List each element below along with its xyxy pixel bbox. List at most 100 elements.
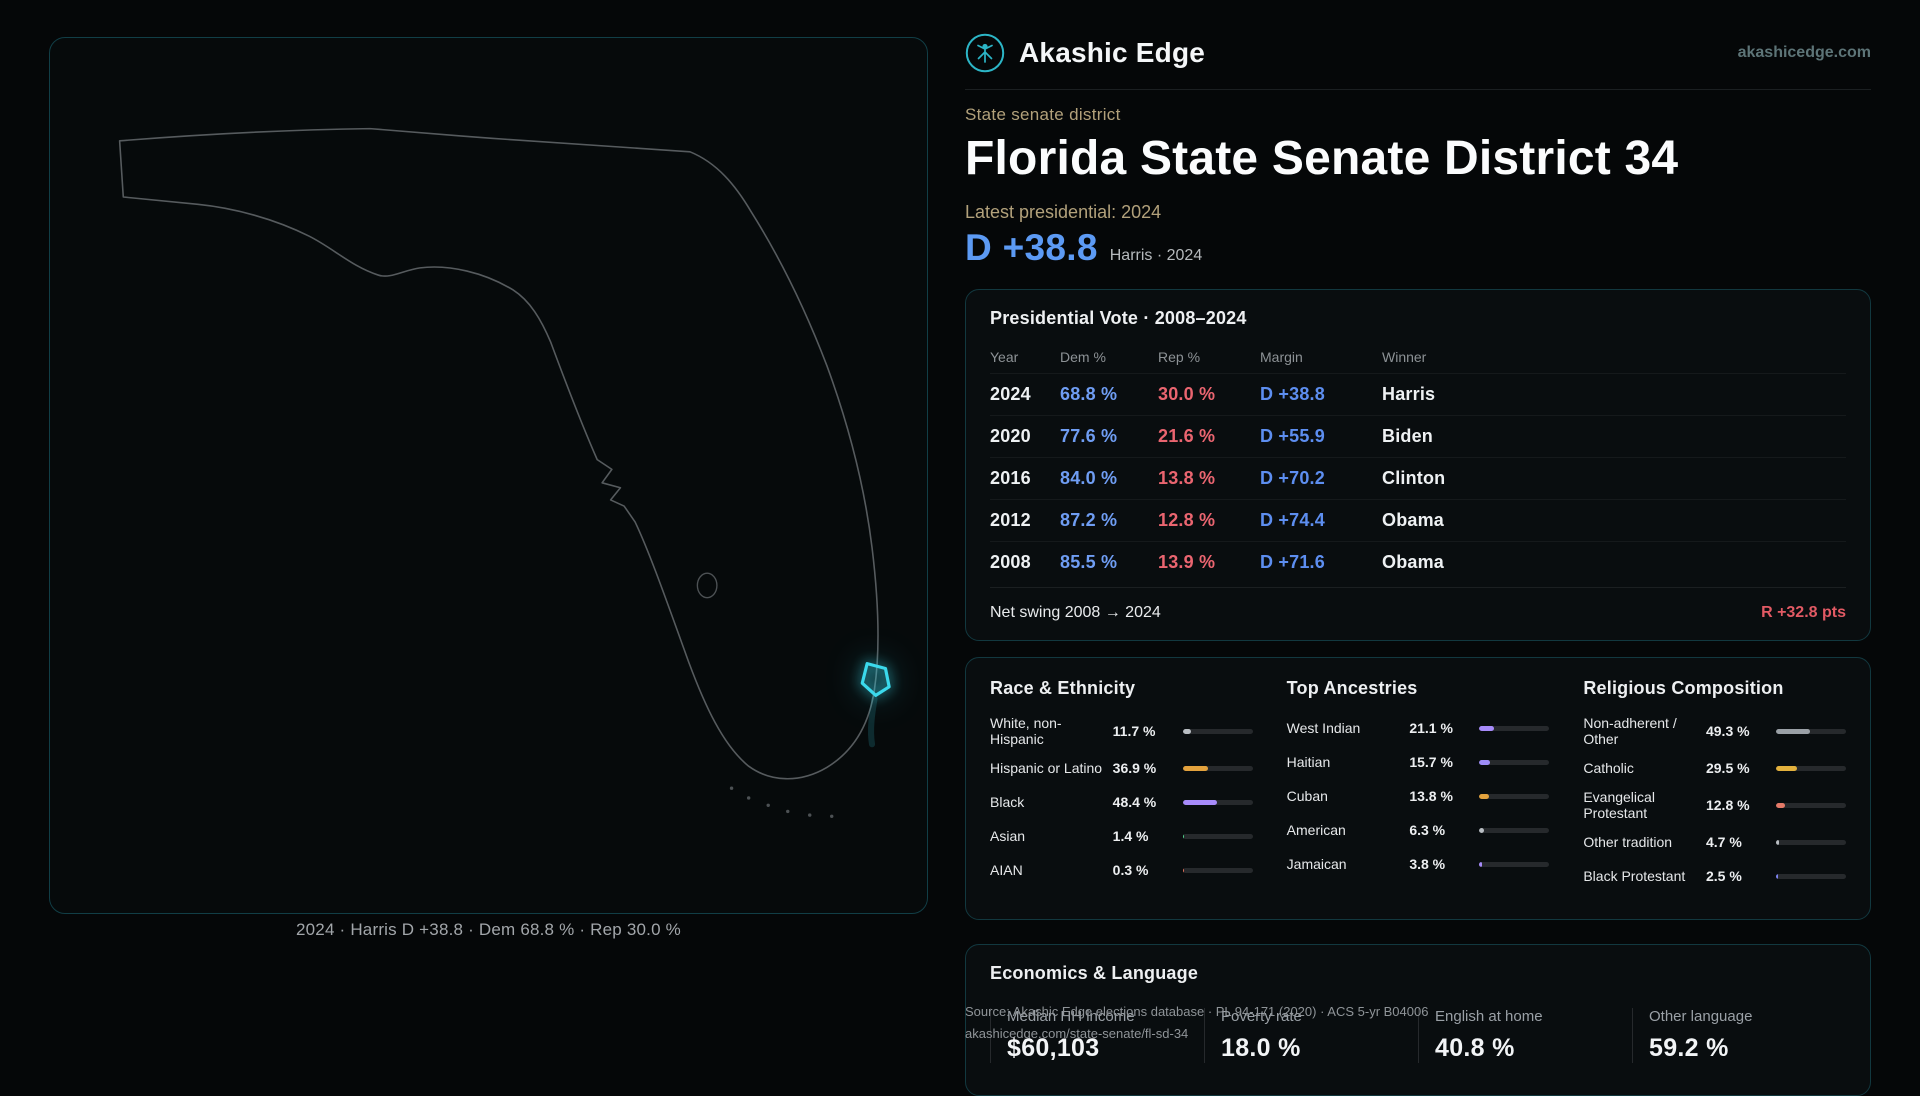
demo-bar [1182, 867, 1253, 873]
florida-keys-dots [729, 786, 834, 818]
demo-label: Haitian [1286, 753, 1331, 770]
demo-row: West Indian 21.1 % [1287, 715, 1550, 741]
demo-value: 12.8 % [1705, 797, 1750, 814]
table-row: 2020 77.6 % 21.6 % D +55.9 Biden [990, 415, 1846, 457]
stat-label: Median HH income [1007, 1008, 1135, 1026]
stat-value: 18.0 % [1221, 1034, 1301, 1063]
demo-label: Cuban [1286, 787, 1328, 804]
demo-bar [1479, 827, 1550, 833]
stat-cell: English at home 40.8 % [1418, 1008, 1632, 1064]
religious-composition-section: Religious Composition Non-adherent / Oth… [1583, 678, 1846, 897]
presidential-vote-title: Presidential Vote · 2008–2024 [990, 308, 1247, 328]
demo-value: 1.4 % [1112, 828, 1149, 845]
table-row: 2008 85.5 % 13.9 % D +71.6 Obama [990, 541, 1846, 583]
demo-value: 15.7 % [1409, 754, 1453, 770]
table-row: 2016 84.0 % 13.8 % D +70.2 Clinton [990, 457, 1846, 499]
report-column: Akashic Edge akashicedge.com State senat… [965, 0, 1871, 1096]
district-map-panel [49, 37, 928, 914]
demo-bar [1479, 793, 1550, 799]
year-cell: 2008 [990, 552, 1031, 572]
demo-value: 49.3 % [1705, 723, 1750, 740]
demo-label: White, non-Hispanic [990, 715, 1062, 748]
table-row: 2024 68.8 % 30.0 % D +38.8 Harris [990, 373, 1846, 415]
demo-row: Other tradition 4.7 % [1583, 829, 1846, 855]
page-title: Florida State Senate District 34 [965, 132, 1679, 185]
florida-map [118, 127, 891, 818]
demo-value: 48.4 % [1112, 794, 1157, 811]
lake-okeechobee-outline [696, 572, 718, 599]
demo-value: 13.8 % [1409, 788, 1453, 804]
stat-label: Other language [1649, 1008, 1753, 1026]
winner-cell: Biden [1382, 426, 1434, 446]
economics-title: Economics & Language [990, 963, 1199, 984]
dem-cell: 85.5 % [1060, 552, 1118, 572]
presidential-vote-card: Presidential Vote · 2008–2024 Year Dem %… [965, 289, 1871, 641]
demo-label: Asian [990, 828, 1026, 845]
stat-cell: Median HH income $60,103 [990, 1008, 1204, 1064]
winner-cell: Harris [1382, 384, 1436, 404]
rep-cell: 13.9 % [1158, 552, 1216, 572]
headline-margin-row: D +38.8 Harris · 2024 [965, 227, 1871, 269]
demo-label: Jamaican [1286, 855, 1347, 872]
demo-value: 29.5 % [1705, 760, 1750, 777]
stat-cell: Other language 59.2 % [1632, 1008, 1846, 1064]
demo-bar [1479, 861, 1550, 867]
demo-bar [1775, 728, 1846, 734]
stat-label: Poverty rate [1221, 1008, 1302, 1026]
winner-cell: Obama [1382, 510, 1445, 530]
winner-cell: Clinton [1382, 468, 1446, 488]
demo-row: Hispanic or Latino 36.9 % [990, 755, 1253, 781]
col-margin: Margin [1260, 349, 1303, 365]
demo-bar [1479, 759, 1550, 765]
demo-bar [1775, 839, 1846, 845]
district-glow-trail [867, 695, 878, 748]
demo-row: Catholic 29.5 % [1583, 755, 1846, 781]
demo-row: Black 48.4 % [990, 789, 1253, 815]
demo-label: AIAN [990, 862, 1023, 879]
district-34-shape[interactable] [860, 662, 891, 697]
demo-row: Jamaican 3.8 % [1287, 851, 1550, 877]
demo-value: 6.3 % [1409, 822, 1446, 838]
demo-value: 21.1 % [1409, 720, 1453, 736]
col-year: Year [990, 349, 1019, 365]
rep-cell: 12.8 % [1158, 510, 1216, 530]
brand-website-link[interactable]: akashicedge.com [1737, 44, 1871, 61]
demo-value: 0.3 % [1112, 862, 1149, 879]
table-header-row: Year Dem % Rep % Margin Winner [990, 341, 1846, 373]
rep-cell: 30.0 % [1158, 384, 1216, 404]
demo-label: American [1286, 821, 1346, 838]
margin-cell: D +55.9 [1260, 426, 1325, 446]
header: Akashic Edge akashicedge.com [965, 0, 1871, 90]
economics-language-card: Economics & Language Median HH income $6… [965, 944, 1871, 1096]
demo-label: Non-adherent / Other [1583, 715, 1677, 748]
stat-cell: Poverty rate 18.0 % [1204, 1008, 1418, 1064]
demo-value: 2.5 % [1705, 868, 1742, 885]
year-cell: 2024 [990, 384, 1031, 404]
permalink-link[interactable]: akashicedge.com/state-senate/fl-sd-34 [965, 1026, 1189, 1041]
margin-cell: D +74.4 [1260, 510, 1325, 530]
demo-bar [1182, 765, 1253, 771]
race-ethnicity-section: Race & Ethnicity White, non-Hispanic 11.… [990, 678, 1253, 897]
demo-row: Black Protestant 2.5 % [1583, 863, 1846, 889]
stat-label: English at home [1435, 1008, 1543, 1026]
demo-label: Other tradition [1583, 834, 1673, 851]
top-ancestries-section: Top Ancestries West Indian 21.1 % Haitia… [1287, 678, 1550, 897]
demo-bar [1182, 728, 1253, 734]
year-cell: 2016 [990, 468, 1031, 488]
demo-label: Black [990, 794, 1025, 811]
demo-value: 3.8 % [1409, 856, 1446, 872]
dem-cell: 77.6 % [1060, 426, 1118, 446]
stat-value: 40.8 % [1435, 1034, 1515, 1063]
demo-bar [1775, 873, 1846, 879]
col-winner: Winner [1382, 349, 1427, 365]
margin-cell: D +38.8 [1260, 384, 1325, 404]
dem-cell: 68.8 % [1060, 384, 1118, 404]
col-dem: Dem % [1060, 349, 1106, 365]
economics-stats: Median HH income $60,103 Poverty rate 18… [990, 1008, 1846, 1064]
demo-row: Cuban 13.8 % [1287, 783, 1550, 809]
demo-label: Evangelical Protestant [1583, 789, 1655, 822]
district-type-kicker: State senate district [965, 105, 1121, 124]
year-cell: 2012 [990, 510, 1031, 530]
demo-bar [1182, 833, 1253, 839]
demo-row: Haitian 15.7 % [1287, 749, 1550, 775]
